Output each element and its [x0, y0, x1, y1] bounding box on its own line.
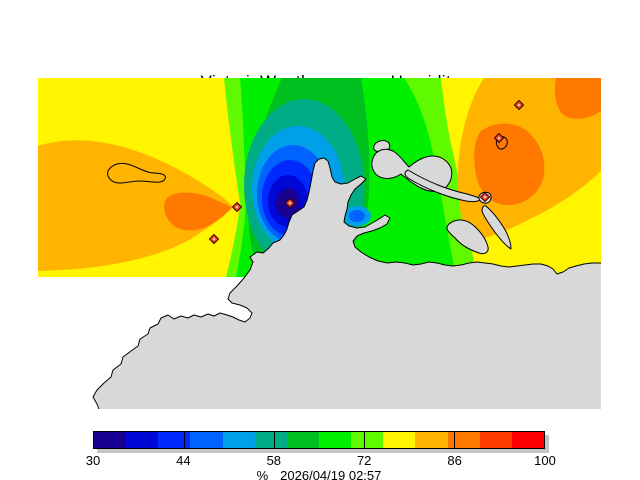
colorbar-tick-value: 72 [356, 453, 372, 468]
land-mainland [92, 157, 601, 409]
land-layer [92, 140, 601, 409]
station-marker [231, 201, 243, 213]
colorbar-tick-line [184, 432, 185, 448]
colorbar-segment [286, 432, 319, 448]
colorbar: 30 44 58 72 86 100 % 2026/04/19 02:57 [86, 431, 556, 480]
colorbar-segment [318, 432, 352, 448]
station-markers [208, 99, 525, 245]
band-orange-west [164, 192, 232, 231]
colorbar-tick-value: 100 [534, 453, 556, 468]
units-label: % [256, 468, 269, 480]
colorbar-scale [93, 431, 545, 449]
colorbar-tick-value: 58 [266, 453, 282, 468]
colorbar-segment [447, 432, 480, 448]
station-marker [284, 197, 296, 209]
colorbar-segment [94, 432, 127, 448]
colorbar-segment [158, 432, 191, 448]
colorbar-tick-line [274, 432, 275, 448]
lake-outline [107, 162, 166, 184]
station-marker [493, 132, 505, 144]
colorbar-caption: % 2026/04/19 02:57 [93, 468, 545, 480]
band-orange-east [474, 123, 545, 206]
colorbar-tick-line [364, 432, 365, 448]
colorbar-tick-line [454, 432, 455, 448]
colorbar-segment [383, 432, 416, 448]
datetime-label: 2026/04/19 02:57 [280, 468, 382, 480]
bay-dodger-spot [349, 210, 365, 222]
colorbar-segment [222, 432, 255, 448]
colorbar-segment [415, 432, 448, 448]
station-marker [208, 233, 220, 245]
colorbar-tick-value: 44 [176, 453, 191, 468]
island-snake-west [404, 169, 482, 203]
island-blob [446, 219, 489, 255]
colorbar-segment [351, 432, 384, 448]
colorbar-segment [511, 432, 544, 448]
colorbar-tick-labels: 30 44 58 72 86 100 [86, 453, 556, 468]
colorbar-segment [254, 432, 287, 448]
station-marker [513, 99, 525, 111]
band-amber-west [38, 140, 233, 271]
colorbar-segment [126, 432, 159, 448]
colorbar-tick-value: 30 [85, 453, 101, 468]
colorbar-segments [94, 432, 544, 448]
station-marker [479, 191, 491, 203]
colorbar-tick-value: 86 [447, 453, 462, 468]
colorbar-segment [190, 432, 223, 448]
colorbar-segment [479, 432, 512, 448]
island-bird-shape [371, 148, 453, 192]
island-snake-southeast [481, 205, 512, 250]
band-orange-northeast-corner [554, 78, 601, 119]
